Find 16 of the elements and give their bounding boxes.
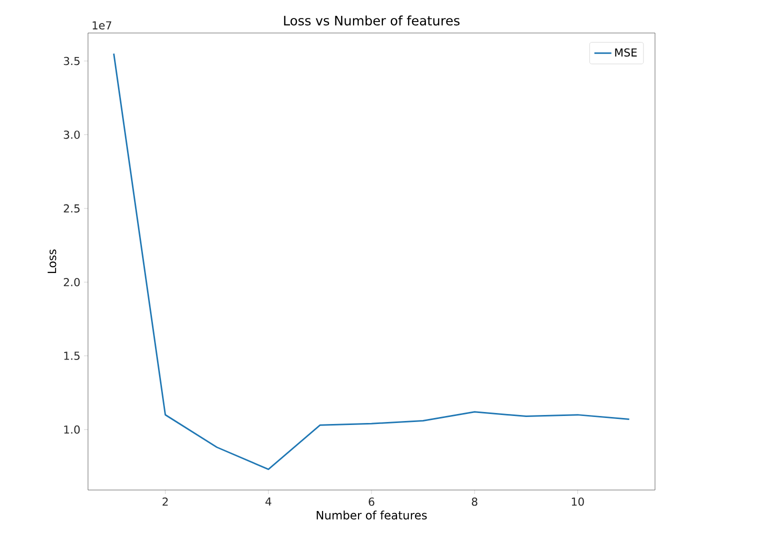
y-axis-title: Loss bbox=[48, 249, 56, 273]
x-tick-label: 8 bbox=[472, 498, 478, 506]
y-tick-label: 1.5 bbox=[64, 352, 80, 360]
y-tick-label: 1.0 bbox=[64, 425, 80, 434]
y-tick-label: 3.0 bbox=[64, 130, 80, 139]
y-tick-label: 3.5 bbox=[64, 56, 80, 66]
x-axis-title: Number of features bbox=[316, 510, 427, 520]
x-tick-label: 4 bbox=[265, 498, 272, 506]
y-tick-label: 2.5 bbox=[64, 204, 80, 213]
x-tick-label: 2 bbox=[162, 498, 168, 506]
y-tick-label: 2.0 bbox=[64, 278, 80, 286]
text: 1e7 bbox=[92, 21, 112, 30]
x-tick-label: 10 bbox=[572, 498, 584, 506]
chart-title: Loss vs Number of features bbox=[284, 15, 460, 26]
x-tick-label: 6 bbox=[368, 498, 374, 506]
legend-label: MSE bbox=[615, 48, 637, 57]
